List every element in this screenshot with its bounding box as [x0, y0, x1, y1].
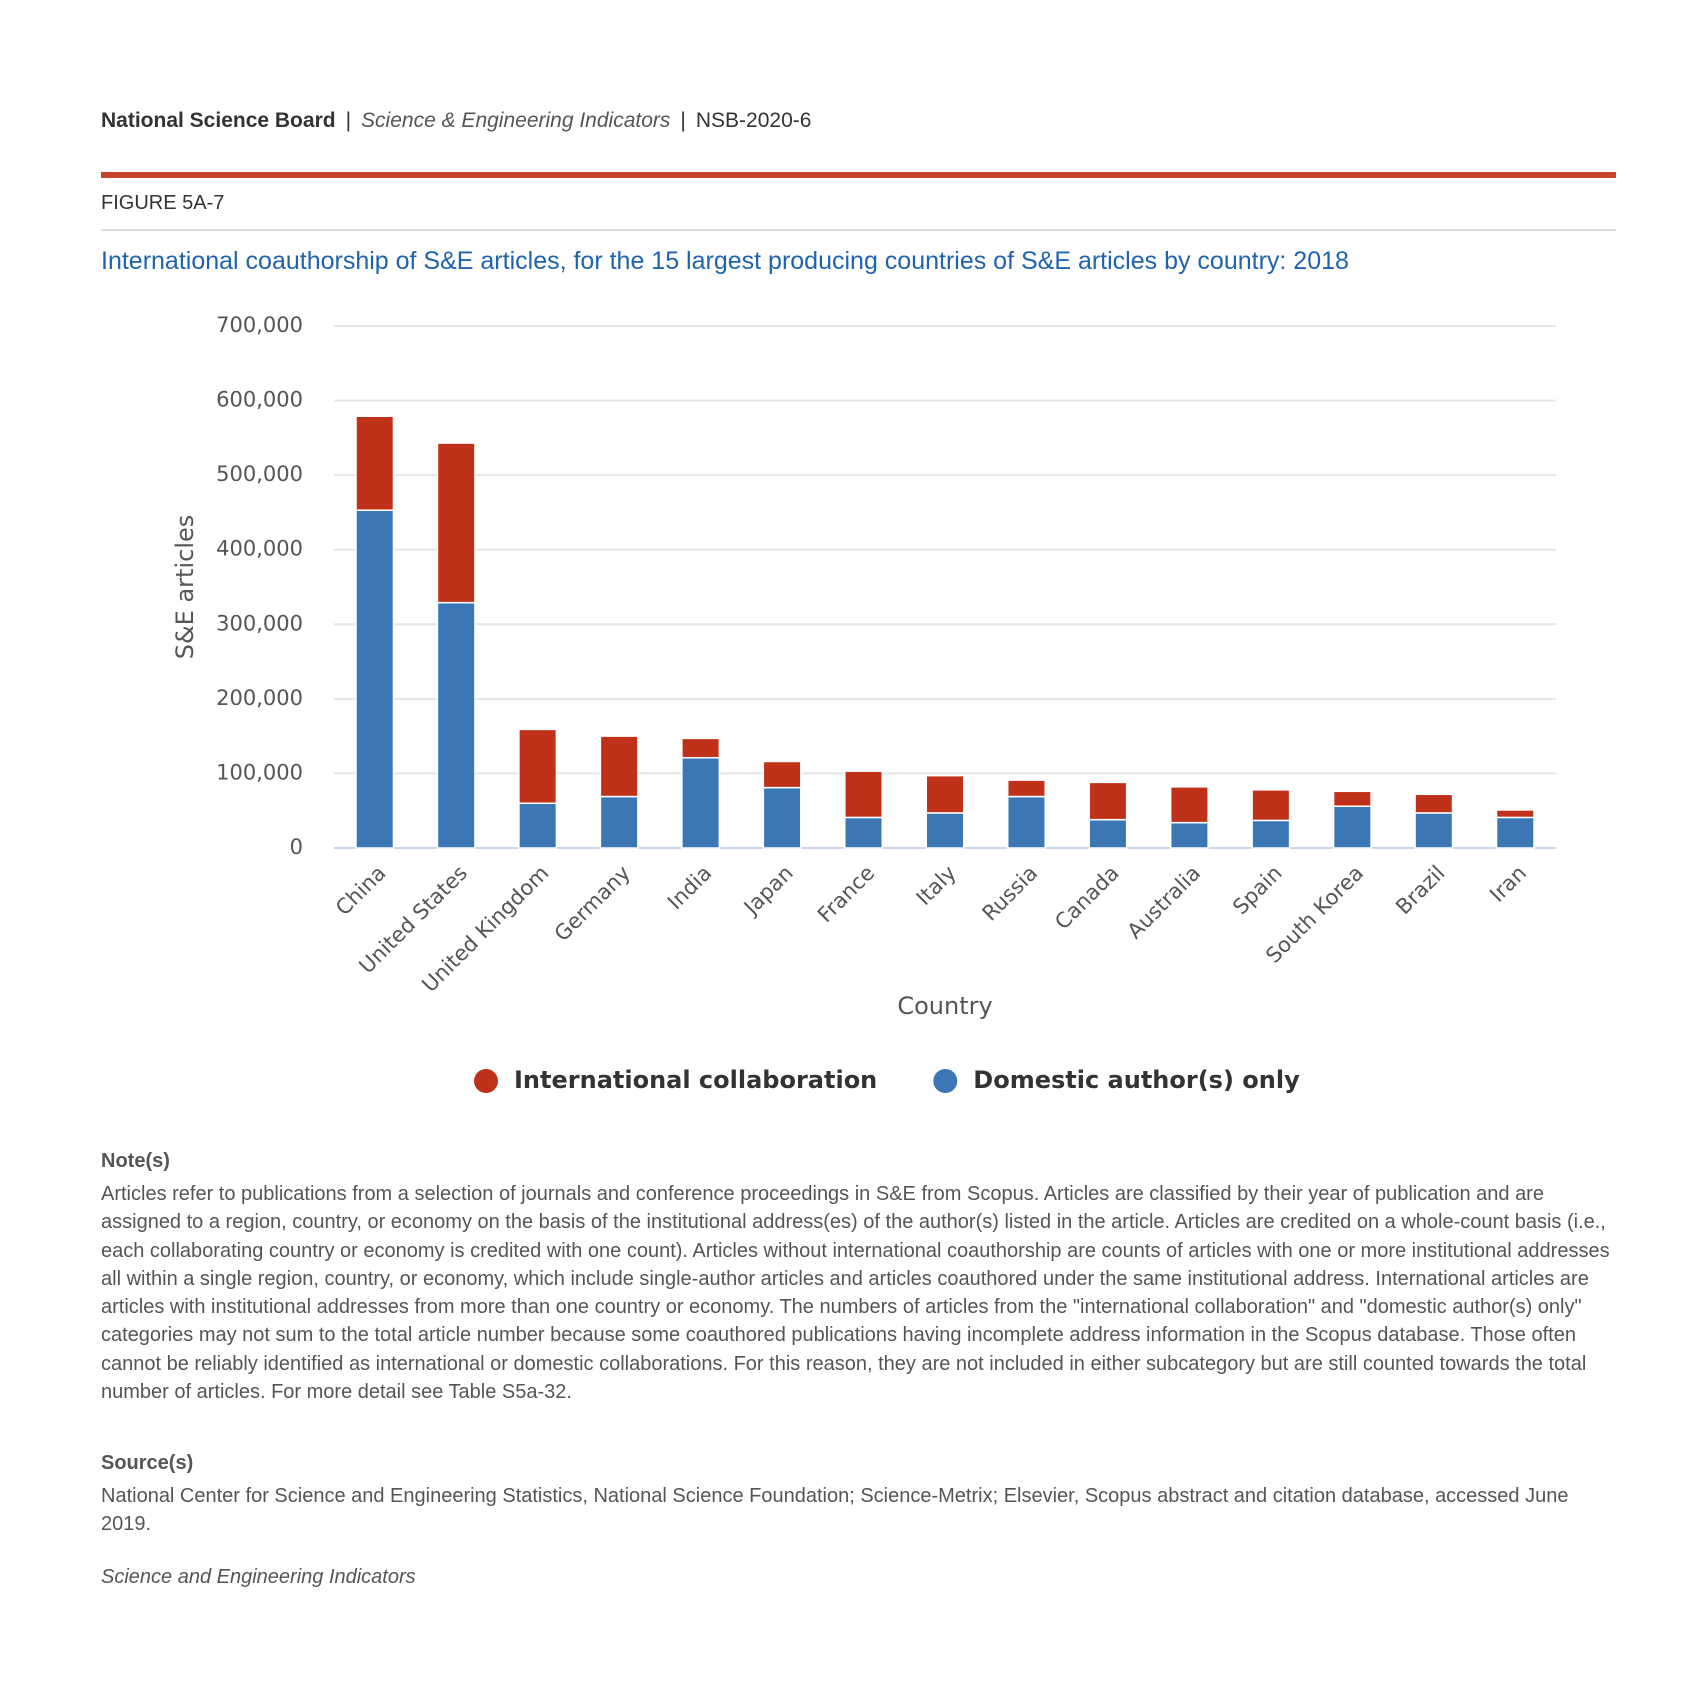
x-tick-label: Canada — [1050, 861, 1123, 934]
x-tick-label: China — [331, 861, 390, 920]
bar-segment — [925, 774, 965, 814]
bar-segment — [1332, 805, 1372, 849]
bar-segment — [1495, 816, 1535, 849]
bar-segment — [1251, 789, 1291, 822]
x-tick-label: Australia — [1123, 861, 1206, 944]
sources-heading: Source(s) — [101, 1452, 194, 1474]
legend-marker — [933, 1069, 958, 1093]
bar-segment — [436, 601, 476, 849]
bar-segment — [1169, 786, 1209, 824]
bar-segment — [925, 812, 965, 849]
bar-segment — [1088, 781, 1128, 821]
x-tick-label: Iran — [1485, 861, 1531, 907]
y-tick-label: 400,000 — [216, 537, 303, 561]
y-tick-label: 700,000 — [216, 313, 303, 337]
bar-segment — [1332, 790, 1372, 807]
bar-segment — [1495, 809, 1535, 819]
report-id: NSB-2020-6 — [695, 109, 812, 132]
x-tick-label: Germany — [550, 861, 635, 946]
y-tick-label: 200,000 — [216, 686, 303, 710]
bar-segment — [1251, 819, 1291, 849]
bar-segment — [1414, 793, 1454, 814]
bar-segment — [518, 802, 558, 849]
publication: Science & Engineering Indicators — [361, 109, 671, 132]
x-tick-label: Japan — [738, 861, 798, 921]
separator: | — [680, 109, 686, 132]
y-tick-label: 600,000 — [216, 388, 303, 412]
sources-text: National Center for Science and Engineer… — [101, 1485, 1569, 1536]
notes-text: Articles refer to publications from a se… — [101, 1183, 1610, 1404]
org: National Science Board — [101, 109, 336, 132]
y-tick-label: 300,000 — [216, 611, 303, 635]
bar-segment — [1006, 779, 1046, 798]
x-tick-label: France — [813, 861, 879, 927]
bar-segment — [518, 728, 558, 805]
bar-segment — [355, 415, 395, 511]
x-axis-title: Country — [897, 992, 992, 1020]
bar-segment — [762, 760, 802, 789]
bar-segment — [436, 442, 476, 604]
rule — [101, 229, 1616, 231]
bar-segment — [355, 509, 395, 849]
x-tick-label: Brazil — [1391, 861, 1449, 919]
y-tick-label: 100,000 — [216, 760, 303, 784]
bar-segment — [844, 816, 884, 849]
bar-segment — [599, 795, 639, 849]
legend-label: International collaboration — [514, 1066, 877, 1094]
x-tick-label: Spain — [1228, 861, 1286, 919]
notes-heading: Note(s) — [101, 1150, 170, 1172]
bar-segment — [1414, 812, 1454, 849]
x-tick-label: Russia — [978, 861, 1043, 926]
x-tick-label: Italy — [912, 861, 961, 910]
bar-segment — [762, 786, 802, 849]
separator: | — [345, 109, 352, 132]
bar-segment — [599, 735, 639, 798]
footer: Science and Engineering Indicators — [101, 1566, 416, 1588]
y-tick-label: 500,000 — [216, 462, 303, 486]
bar-segment — [681, 737, 721, 759]
legend-marker — [474, 1069, 498, 1093]
legend-label: Domestic author(s) only — [973, 1066, 1300, 1094]
chart-title: International coauthorship of S&E articl… — [101, 247, 1349, 275]
y-tick-label: 0 — [290, 835, 303, 859]
header: National Science Board | Science & Enginee… — [101, 109, 811, 133]
bar-segment — [844, 770, 884, 819]
bar-segment — [1006, 795, 1046, 849]
y-axis-title: S&E articles — [171, 515, 199, 660]
bar-segment — [681, 757, 721, 849]
rule — [101, 172, 1616, 178]
bar-segment — [1169, 821, 1209, 849]
chart: Country S&E articles 0 100,000 200,000 300,… — [171, 313, 1556, 1094]
bar-segment — [1088, 818, 1128, 849]
x-tick-label: India — [663, 861, 716, 914]
figure-label: FIGURE 5A-7 — [101, 192, 225, 214]
